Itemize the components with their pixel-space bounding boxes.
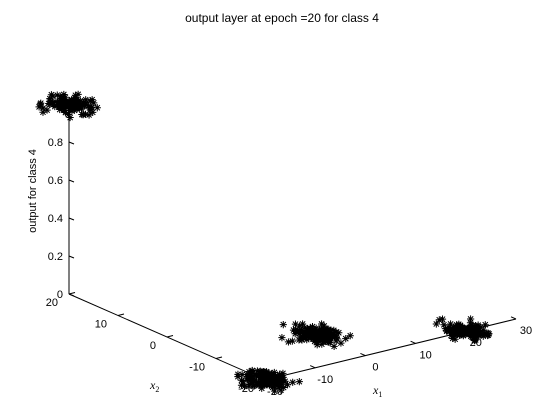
scatter-point-cluster-3 [280,321,287,328]
scatter-point-cluster-1 [68,99,75,106]
scatter-point-cluster-2 [257,368,264,375]
z-tick-label: 0 [57,289,63,301]
scatter-point-cluster-3 [324,337,331,344]
scatter-point-cluster-3 [347,332,354,339]
z-tick-label: 0.4 [48,213,63,225]
z-axis-label: output for class 4 [27,149,39,233]
scatter-point-cluster-2 [268,376,275,383]
scatter-point-cluster-4 [433,320,440,327]
scatter-point-cluster-3 [333,335,340,342]
scatter-point-cluster-2 [238,377,245,384]
scatter-point-cluster-1 [73,105,80,112]
scatter-point-cluster-1 [60,98,67,105]
z-tick-label: 0.2 [48,251,63,263]
scatter-point-cluster-2 [276,383,283,390]
y-axis-label-subscript: 2 [155,385,159,394]
scatter-point-cluster-1 [81,102,88,109]
scatter-point-cluster-3 [313,325,320,332]
scatter-point-cluster-4 [440,321,447,328]
scatter-point-cluster-3 [298,327,305,334]
scatter-point-cluster-4 [464,330,471,337]
y-tick-label: 10 [95,319,107,331]
scatter-point-cluster-2 [255,381,262,388]
chart-title: output layer at epoch =20 for class 4 [185,11,379,25]
scatter-point-cluster-2 [282,378,289,385]
scatter-point-cluster-4 [475,322,482,329]
scatter-point-cluster-2 [246,372,253,379]
scatter-point-cluster-3 [292,330,299,337]
scatter-point-cluster-1 [90,99,97,106]
scatter-point-cluster-1 [94,104,101,111]
scatter-point-cluster-2 [279,370,286,377]
z-tick-label: 0.8 [48,137,63,149]
scatter-point-cluster-4 [457,322,464,329]
x-axis-label-subscript: 1 [378,390,382,399]
scatter-point-cluster-1 [80,111,87,118]
y-tick-label: -10 [189,362,205,374]
scatter-point-cluster-4 [471,337,478,344]
scatter-point-cluster-1 [65,111,72,118]
scatter-point-cluster-1 [75,91,82,98]
scatter-point-cluster-3 [331,329,338,336]
scatter-point-cluster-3 [278,334,285,341]
scatter-point-cluster-3 [304,328,311,335]
scatter-point-cluster-1 [59,102,66,109]
scatter-point-cluster-3 [297,334,304,341]
scatter-point-cluster-3 [320,326,327,333]
scatter-point-cluster-1 [75,100,82,107]
scatter-point-cluster-1 [35,103,42,110]
scatter-point-cluster-1 [39,109,46,116]
scatter-point-cluster-2 [245,383,252,390]
scatter-point-cluster-4 [485,331,492,338]
x-tick-label: 10 [419,349,431,361]
scatter-point-cluster-3 [285,338,292,345]
z-tick-label: 0.6 [48,175,63,187]
x-tick-label: 30 [520,325,532,337]
x-tick-label: 0 [372,362,378,374]
scatter-point-cluster-4 [451,325,458,332]
scatter-point-cluster-4 [452,336,459,343]
scatter-point-cluster-4 [467,315,474,322]
scatter-point-cluster-2 [296,378,303,385]
y-tick-label: 0 [150,340,156,352]
x-tick-label: -10 [317,374,333,386]
